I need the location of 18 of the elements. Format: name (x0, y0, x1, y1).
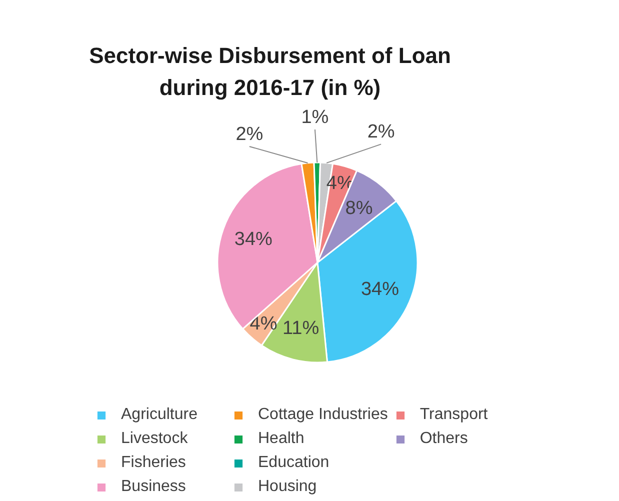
data-label: 1% (301, 107, 329, 128)
data-label: 2% (367, 122, 395, 143)
data-label: 11% (282, 318, 320, 339)
chart-title: Sector-wise Disbursement of Loan during 2016-17 (in %) (89, 43, 451, 100)
data-label: 34% (360, 278, 400, 300)
legend-label: Housing (258, 478, 318, 496)
legend-label: Others (420, 430, 469, 448)
legend-label: Cottage Industries (258, 406, 388, 424)
legend-label: Health (258, 430, 306, 448)
data-label: 2% (236, 124, 264, 145)
data-label: 8% (345, 198, 373, 220)
legend-label: Livestock (121, 430, 189, 448)
legend-label: Business (121, 478, 187, 496)
legend-label: Education (258, 454, 330, 472)
legend-label: Agriculture (121, 406, 198, 424)
legend-label: Fisheries (121, 454, 187, 472)
data-label: 34% (234, 229, 273, 250)
legend-label: Transport (420, 406, 489, 424)
